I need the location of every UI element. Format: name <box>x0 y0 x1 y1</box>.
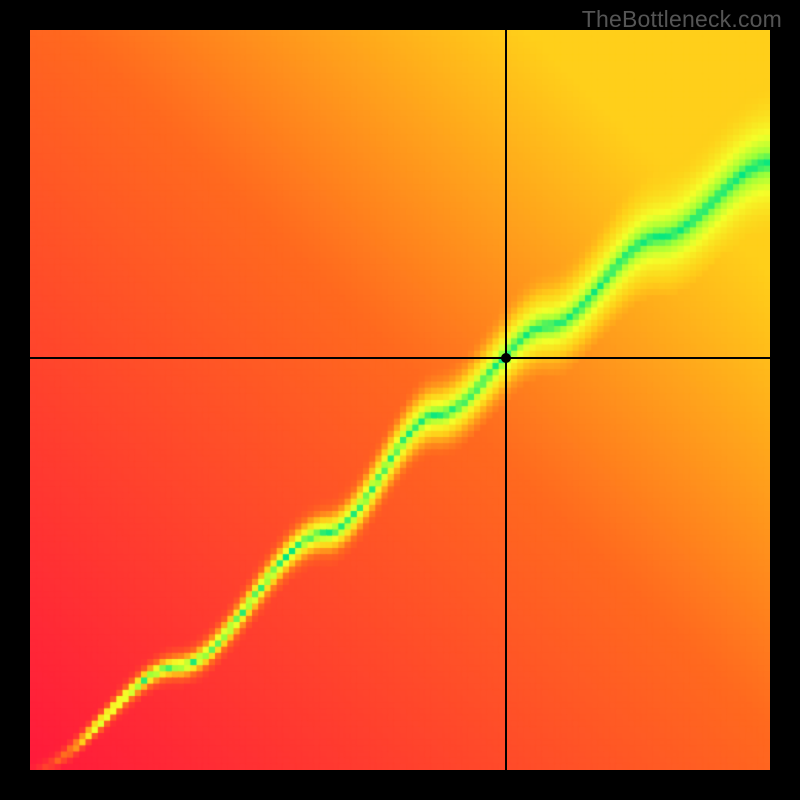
watermark: TheBottleneck.com <box>582 6 782 33</box>
crosshair-vertical <box>505 30 507 770</box>
crosshair-horizontal <box>30 357 770 359</box>
bottleneck-heatmap <box>30 30 770 770</box>
plot-area <box>30 30 770 770</box>
crosshair-marker <box>501 353 511 363</box>
